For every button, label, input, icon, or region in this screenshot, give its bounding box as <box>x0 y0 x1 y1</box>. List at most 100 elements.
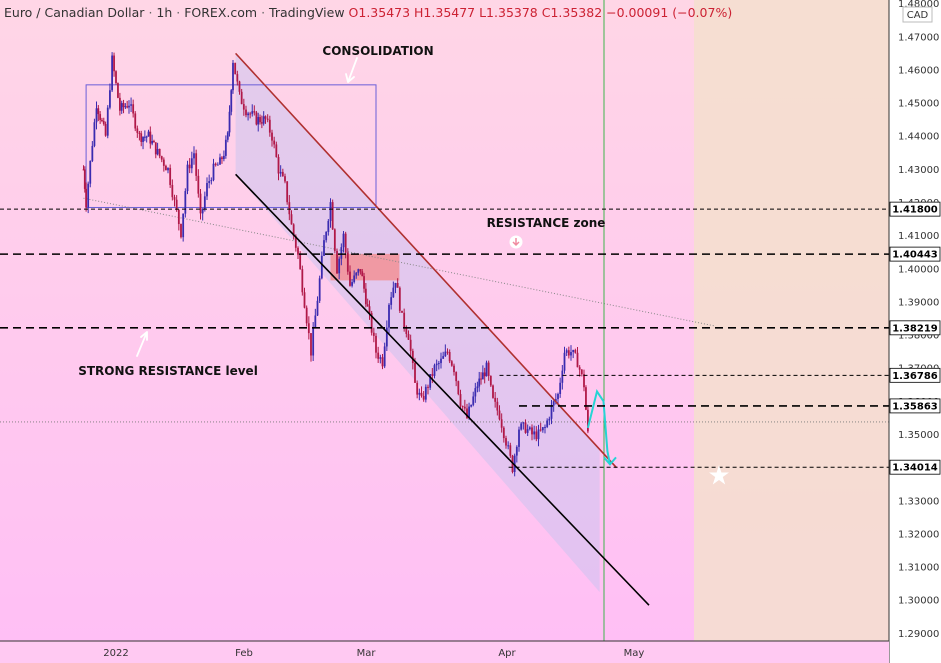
candle <box>182 213 185 238</box>
candle <box>234 62 237 75</box>
candle <box>186 164 189 192</box>
price-level-label: 1.36786 <box>892 371 938 382</box>
candle <box>502 427 505 439</box>
candle <box>578 367 581 370</box>
price-tick-label: 1.44000 <box>898 132 939 143</box>
price-level-badge <box>889 201 941 217</box>
consolidation-box[interactable] <box>85 84 377 208</box>
candle <box>513 455 516 473</box>
candle <box>453 365 455 373</box>
projection-path[interactable] <box>586 388 611 465</box>
candle <box>292 224 295 237</box>
candle <box>509 445 512 456</box>
candle <box>411 350 414 364</box>
candle <box>101 119 103 121</box>
candle <box>574 349 577 353</box>
candle <box>481 372 484 380</box>
candle <box>249 113 252 115</box>
candle <box>117 83 119 98</box>
candle <box>333 229 336 251</box>
candle <box>115 71 117 84</box>
chart-header: Euro / Canadian Dollar · 1h · FOREX.com … <box>4 5 733 20</box>
candle <box>487 362 490 376</box>
symbol-name[interactable]: Euro / Canadian Dollar <box>4 5 145 20</box>
currency-label: CAD <box>907 10 929 21</box>
channel-upper-line[interactable] <box>235 52 618 469</box>
candle <box>149 131 152 144</box>
candle <box>576 352 579 368</box>
candle <box>97 108 100 115</box>
candle <box>468 406 470 418</box>
candle <box>361 271 364 277</box>
candle <box>323 240 325 256</box>
candle <box>85 188 87 208</box>
candle <box>478 378 481 387</box>
candle <box>193 153 195 159</box>
currency-badge: CAD <box>902 6 933 23</box>
candle <box>290 214 293 225</box>
candle <box>357 269 360 273</box>
price-tick-label: 1.39000 <box>898 297 939 308</box>
candle <box>188 164 191 169</box>
price-tick-label: 1.30000 <box>898 596 939 607</box>
time-tick-label: Mar <box>357 648 377 659</box>
candle <box>563 352 566 371</box>
candle <box>450 361 453 366</box>
candle <box>433 365 436 376</box>
candle <box>496 401 499 411</box>
candle <box>336 250 338 274</box>
candle <box>548 418 551 421</box>
exchange-label: FOREX.com <box>184 5 258 20</box>
candle <box>424 386 427 400</box>
channel-lower-line[interactable] <box>235 173 650 606</box>
candle <box>480 378 482 380</box>
candle <box>429 374 432 388</box>
diagonal-trendline[interactable] <box>83 197 715 327</box>
candle <box>242 104 245 110</box>
candle <box>427 386 429 388</box>
candle <box>435 363 438 366</box>
candle <box>160 156 163 160</box>
candle <box>167 167 169 171</box>
candle <box>407 333 410 340</box>
candle <box>288 202 291 215</box>
candle <box>184 191 187 214</box>
candle <box>505 438 507 446</box>
price-tick-label: 1.43000 <box>898 165 939 176</box>
candle <box>251 111 254 114</box>
price-tick-label: 1.45000 <box>898 99 939 110</box>
price-level-label: 1.35863 <box>892 401 938 412</box>
candle <box>533 431 536 435</box>
candle <box>134 113 137 129</box>
interval-label[interactable]: 1h <box>156 5 173 20</box>
candle <box>277 157 280 174</box>
candle <box>260 122 263 124</box>
price-level-badge <box>889 398 941 414</box>
candle <box>470 404 473 407</box>
candle <box>87 183 90 208</box>
candle <box>366 304 369 307</box>
candle <box>111 55 113 91</box>
candle <box>522 422 525 424</box>
candle <box>349 271 351 286</box>
price-tick-label: 1.38000 <box>898 331 939 342</box>
candle <box>214 163 217 166</box>
candle <box>314 315 317 329</box>
candle <box>466 408 468 418</box>
candle <box>455 372 458 382</box>
candle <box>271 132 273 141</box>
candle <box>539 429 542 431</box>
candle <box>151 140 154 144</box>
price-level-label: 1.34014 <box>892 463 938 474</box>
candle <box>329 202 332 221</box>
candle <box>305 307 308 324</box>
candle <box>320 255 323 279</box>
candle <box>325 231 328 241</box>
candle <box>388 304 390 328</box>
candle <box>552 401 555 406</box>
candle <box>442 356 445 359</box>
candle <box>99 114 102 120</box>
candle <box>104 123 107 136</box>
